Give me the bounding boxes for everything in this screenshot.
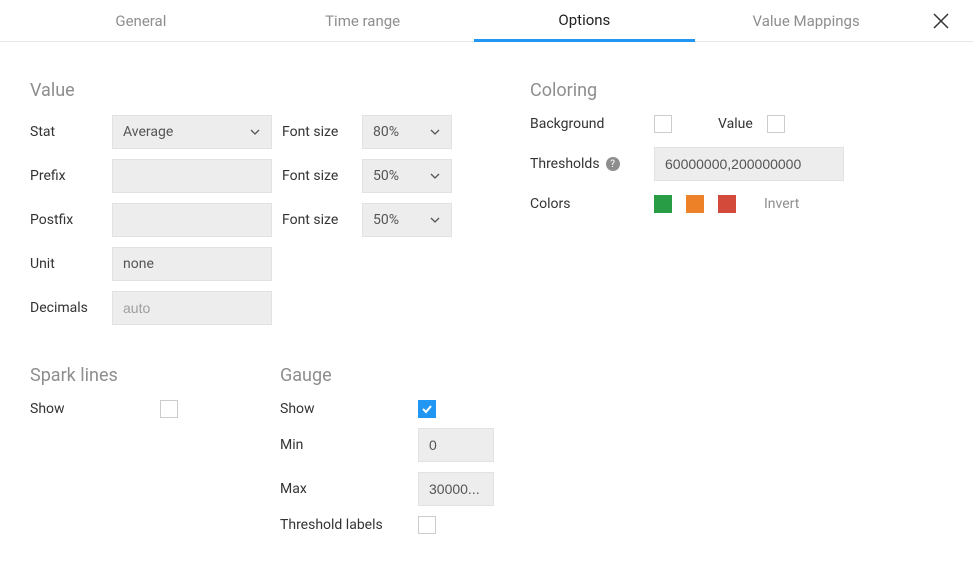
unit-label: Unit <box>30 256 102 272</box>
gauge-min-input[interactable] <box>418 428 494 462</box>
gauge-title: Gauge <box>280 365 530 386</box>
tabs-bar: General Time range Options Value Mapping… <box>0 0 973 42</box>
gauge-min-label: Min <box>280 437 408 453</box>
stat-value: Average <box>123 124 173 140</box>
colors-label: Colors <box>530 196 640 212</box>
prefix-font-value: 50% <box>373 168 399 184</box>
coloring-section: Coloring Background Value Thresholds ? C… <box>530 62 943 335</box>
color-swatch-3[interactable] <box>718 195 736 213</box>
stat-font-value: 80% <box>373 124 399 140</box>
prefix-label: Prefix <box>30 168 102 184</box>
value-color-label: Value <box>718 116 753 132</box>
thresholds-label: Thresholds ? <box>530 156 640 172</box>
close-icon[interactable] <box>929 9 953 33</box>
spark-show-checkbox[interactable] <box>160 400 178 418</box>
postfix-input[interactable] <box>112 203 272 237</box>
stat-font-label: Font size <box>282 124 352 140</box>
chevron-down-icon <box>249 126 261 138</box>
chevron-down-icon <box>429 126 441 138</box>
gauge-section: Gauge Show Min Max Threshold labels <box>280 365 530 544</box>
coloring-title: Coloring <box>530 80 943 101</box>
color-swatch-2[interactable] <box>686 195 704 213</box>
gauge-max-input[interactable] <box>418 472 494 506</box>
help-icon[interactable]: ? <box>606 157 620 171</box>
unit-value: none <box>123 256 154 272</box>
value-section: Value Stat Average Font size 80% Prefix … <box>30 62 470 335</box>
color-swatch-1[interactable] <box>654 195 672 213</box>
prefix-font-select[interactable]: 50% <box>362 159 452 193</box>
prefix-font-label: Font size <box>282 168 352 184</box>
unit-select[interactable]: none <box>112 247 272 281</box>
thresholds-input[interactable] <box>654 147 844 181</box>
stat-font-select[interactable]: 80% <box>362 115 452 149</box>
tab-options[interactable]: Options <box>474 1 696 42</box>
postfix-font-value: 50% <box>373 212 399 228</box>
decimals-input[interactable] <box>112 291 272 325</box>
spark-title: Spark lines <box>30 365 220 386</box>
background-checkbox[interactable] <box>654 115 672 133</box>
prefix-input[interactable] <box>112 159 272 193</box>
stat-label: Stat <box>30 124 102 140</box>
gauge-threshlabels-label: Threshold labels <box>280 517 408 533</box>
postfix-label: Postfix <box>30 212 102 228</box>
decimals-label: Decimals <box>30 300 102 316</box>
background-label: Background <box>530 116 640 132</box>
chevron-down-icon <box>429 214 441 226</box>
stat-select[interactable]: Average <box>112 115 272 149</box>
postfix-font-select[interactable]: 50% <box>362 203 452 237</box>
gauge-show-label: Show <box>280 401 408 417</box>
value-checkbox[interactable] <box>767 115 785 133</box>
value-title: Value <box>30 80 470 101</box>
gauge-threshlabels-checkbox[interactable] <box>418 516 436 534</box>
invert-link[interactable]: Invert <box>764 196 799 212</box>
tab-general[interactable]: General <box>30 2 252 40</box>
spark-section: Spark lines Show <box>30 365 220 544</box>
gauge-max-label: Max <box>280 481 408 497</box>
tab-time-range[interactable]: Time range <box>252 2 474 40</box>
postfix-font-label: Font size <box>282 212 352 228</box>
gauge-show-checkbox[interactable] <box>418 400 436 418</box>
chevron-down-icon <box>429 170 441 182</box>
tab-value-mappings[interactable]: Value Mappings <box>695 2 917 40</box>
spark-show-label: Show <box>30 401 150 417</box>
